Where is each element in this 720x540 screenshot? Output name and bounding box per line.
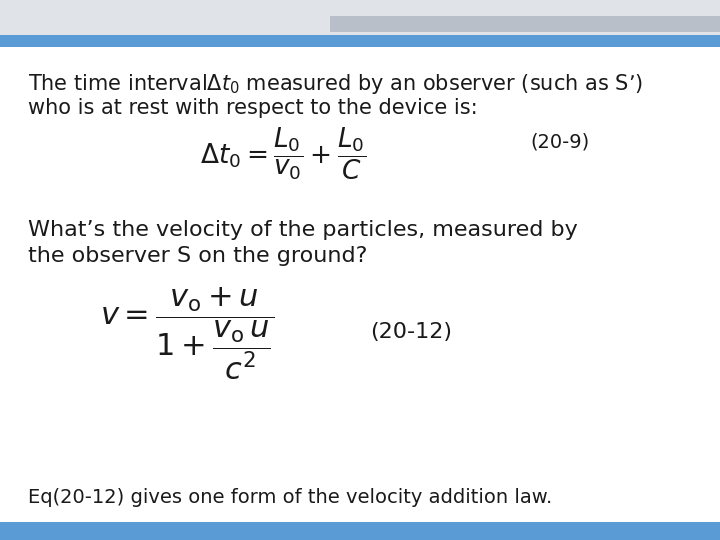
- Text: The time interval$\Delta t_0$ measured by an observer (such as S’): The time interval$\Delta t_0$ measured b…: [28, 72, 643, 96]
- Text: What’s the velocity of the particles, measured by: What’s the velocity of the particles, me…: [28, 220, 577, 240]
- Text: Eq(20-12) gives one form of the velocity addition law.: Eq(20-12) gives one form of the velocity…: [28, 488, 552, 507]
- Text: the observer S on the ground?: the observer S on the ground?: [28, 246, 367, 266]
- Text: (20-9): (20-9): [530, 132, 589, 151]
- Bar: [0, 522, 720, 540]
- Bar: [0, 35, 720, 47]
- Bar: [330, 16, 720, 32]
- Bar: [0, 0, 720, 38]
- Text: (20-12): (20-12): [370, 322, 452, 342]
- Text: $\Delta t_0 = \dfrac{L_0}{v_0} + \dfrac{L_0}{C}$: $\Delta t_0 = \dfrac{L_0}{v_0} + \dfrac{…: [200, 125, 366, 182]
- Text: who is at rest with respect to the device is:: who is at rest with respect to the devic…: [28, 98, 477, 118]
- Text: $v = \dfrac{v_{\mathrm{o}} + u}{1 + \dfrac{v_{\mathrm{o}}\,u}{c^2}}$: $v = \dfrac{v_{\mathrm{o}} + u}{1 + \dfr…: [100, 285, 274, 382]
